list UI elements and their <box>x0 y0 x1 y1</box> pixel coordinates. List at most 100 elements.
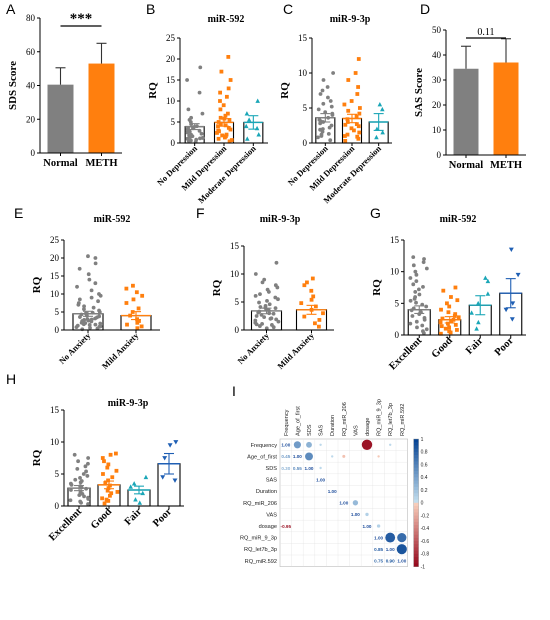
data-point <box>224 94 229 99</box>
correlation-circle <box>376 524 381 528</box>
data-point <box>449 319 454 323</box>
data-point <box>83 321 88 326</box>
data-point <box>262 315 267 320</box>
data-point <box>346 78 351 82</box>
data-point <box>198 65 203 70</box>
data-point <box>349 126 354 131</box>
data-point <box>302 314 307 319</box>
data-point <box>455 328 459 332</box>
data-point <box>354 122 359 126</box>
data-point <box>311 294 316 299</box>
diagonal-value: 1.00 <box>397 559 406 564</box>
data-point <box>317 318 322 322</box>
colorbar-segment <box>413 505 419 510</box>
correlation-circle <box>331 455 334 458</box>
colorbar-tick-label: -0.8 <box>421 552 430 558</box>
data-point <box>215 131 219 135</box>
data-point <box>318 119 323 124</box>
data-point <box>216 124 220 129</box>
y-tick-label: 60 <box>26 47 36 57</box>
data-point <box>81 472 86 476</box>
data-point <box>80 319 85 323</box>
data-point <box>218 122 223 126</box>
colorbar-segment <box>413 521 419 526</box>
data-point <box>223 113 228 118</box>
data-point <box>453 322 458 327</box>
colorbar-segment <box>413 454 419 459</box>
data-point <box>456 315 461 320</box>
data-point <box>224 132 229 137</box>
data-point <box>93 322 98 327</box>
data-point <box>262 277 267 282</box>
y-tick-label: 5 <box>55 307 60 317</box>
y-axis-label: RQ <box>147 82 159 99</box>
data-point <box>246 117 252 122</box>
panel-title: miR-592 <box>440 214 477 225</box>
colorbar-tick-label: 0.6 <box>421 462 428 468</box>
x-tick-label: Fair <box>123 506 145 528</box>
data-point <box>102 501 107 506</box>
data-point <box>172 478 178 483</box>
data-point <box>108 452 113 457</box>
data-point <box>97 308 101 313</box>
data-point <box>258 305 263 309</box>
data-point <box>411 282 416 287</box>
y-tick-label: 0 <box>235 325 240 335</box>
data-point <box>216 136 221 141</box>
y-tick-label: 10 <box>50 437 60 447</box>
data-point <box>414 272 419 277</box>
colorbar-segment <box>413 525 419 529</box>
column-label: SAS <box>319 425 325 436</box>
data-point <box>414 279 419 284</box>
colorbar-segment <box>413 458 419 462</box>
data-point <box>316 107 321 112</box>
data-point <box>221 103 226 108</box>
data-point <box>313 321 317 326</box>
data-point <box>200 111 205 116</box>
data-point <box>328 99 333 103</box>
panel-title: miR-592 <box>208 14 245 25</box>
data-point <box>356 124 361 129</box>
chart-panel-a: A SDS Score 0 20 40 60 80 Normal METH *** <box>6 1 122 169</box>
data-point <box>226 55 231 59</box>
data-point <box>310 276 315 281</box>
chart-panel-i: I Frequency Frequency Age_of_first Age_of_fi… <box>232 383 429 570</box>
data-point <box>424 327 429 332</box>
data-point <box>455 298 460 303</box>
colorbar-segment <box>413 531 419 536</box>
panel-title: miR-9-3p <box>330 14 371 25</box>
colorbar-segment <box>413 518 419 523</box>
data-point <box>325 85 330 89</box>
data-point <box>264 326 269 331</box>
data-point <box>305 280 309 285</box>
data-point <box>260 280 265 285</box>
colorbar-segment <box>413 467 419 472</box>
data-point <box>313 304 318 309</box>
data-point <box>89 295 94 300</box>
colorbar-segment <box>413 553 419 558</box>
x-tick-label: Mild Anxiety <box>100 330 141 371</box>
data-point <box>374 126 380 131</box>
panel-title: miR-9-3p <box>260 214 301 225</box>
data-point <box>253 272 258 276</box>
data-point <box>93 256 98 260</box>
data-point <box>186 107 191 112</box>
data-point <box>447 325 452 330</box>
data-point <box>86 272 91 277</box>
data-point <box>220 133 225 138</box>
data-point <box>268 316 273 321</box>
data-point <box>380 106 385 112</box>
data-point <box>357 130 362 135</box>
data-point <box>408 276 413 280</box>
data-point <box>98 321 103 326</box>
colorbar-tick-label: -1 <box>421 564 426 570</box>
data-point <box>309 288 314 293</box>
y-axis-label: RQ <box>31 276 43 293</box>
y-tick-label: 15 <box>166 75 176 85</box>
data-point <box>97 324 102 329</box>
diagonal-value: 1.00 <box>328 489 337 494</box>
correlation-circle <box>352 500 359 506</box>
data-point <box>411 255 416 259</box>
colorbar-segment <box>413 509 419 513</box>
